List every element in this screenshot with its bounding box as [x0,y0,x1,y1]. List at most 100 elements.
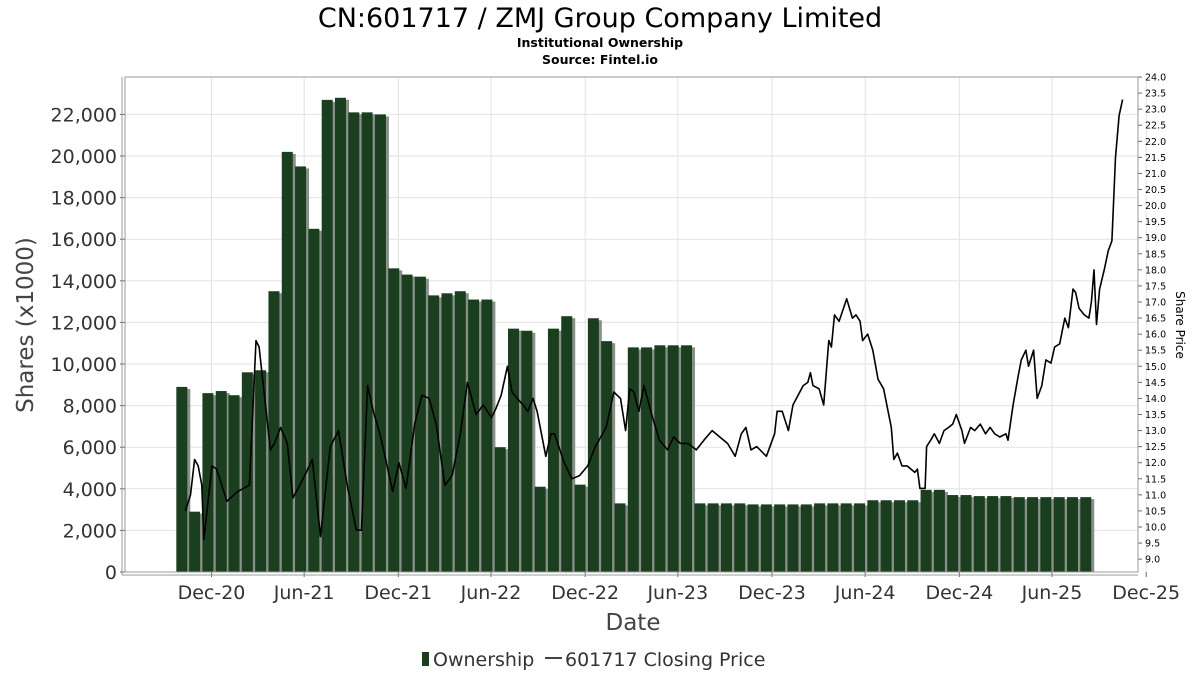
y2-tick-label: 14.0 [1145,394,1166,405]
x-axis-label: Date [606,610,661,636]
y2-tick-label: 22.5 [1145,121,1166,132]
price-line-layer [184,99,1124,541]
ownership-bar [854,503,866,572]
legend-ownership-swatch [422,652,429,666]
ownership-bar [960,495,972,572]
y-tick-label: 22,000 [51,104,117,126]
x-tick-label: Dec-20 [178,582,246,604]
y2-tick-label: 11.0 [1145,490,1166,501]
y2-tick-label: 18.0 [1145,265,1166,276]
y2-tick-label: 11.5 [1145,474,1166,485]
ownership-bar [574,484,586,572]
ownership-bar [401,274,413,572]
ownership-bar [176,386,188,572]
ownership-bar [774,504,786,572]
y-tick-label: 18,000 [51,188,117,210]
ownership-bar [747,504,759,572]
y-tick-label: 14,000 [51,271,117,293]
y2-tick-label: 20.5 [1145,185,1166,196]
y2-tick-label: 13.5 [1145,410,1166,421]
ownership-bar [334,97,346,573]
ownership-bar [494,447,506,572]
y-tick-label: 20,000 [51,146,117,168]
ownership-bar [1040,497,1052,572]
ownership-bar [348,112,360,572]
ownership-bar [627,347,639,572]
x-tick-label: Jun-21 [273,582,335,604]
y2-tick-label: 10.0 [1145,523,1166,534]
axes: 0 2,000 4,000 6,000 8,000 10,000 12,000 14,000 1… [51,73,1181,605]
y2-tick-label: 20.0 [1145,201,1166,212]
ownership-bar [268,291,280,572]
y2-tick-label: 9.0 [1145,555,1160,566]
y2-tick-label: 21.5 [1145,153,1166,164]
ownership-bar [654,345,666,572]
legend-price-label: 601717 Closing Price [565,649,765,671]
x-tick-label: Jun-25 [1021,582,1083,604]
y2-tick-label: 19.0 [1145,233,1166,244]
ownership-bar [295,166,307,572]
ownership-bar [189,511,201,572]
x-tick-label: Jun-22 [460,582,522,604]
ownership-bar [880,500,892,572]
y2-tick-label: 15.5 [1145,346,1166,357]
ownership-bar [601,341,613,572]
ownership-bar [308,228,320,572]
y-axis-label: Shares (x1000) [13,237,39,413]
ownership-bar [587,318,599,572]
ownership-bar [561,316,573,572]
chart-title: CN:601717 / ZMJ Group Company Limited [318,3,882,34]
ownership-bar [281,151,293,572]
y2-tick-label: 10.5 [1145,506,1166,517]
ownership-bar [694,503,706,572]
chart-subtitle: Institutional Ownership [517,35,683,50]
ownership-bar [987,496,999,572]
ownership-bar [614,503,626,572]
y-tick-label: 4,000 [63,479,117,501]
y2-tick-label: 19.5 [1145,217,1166,228]
y2-tick-label: 9.5 [1145,539,1160,550]
ownership-bar [468,299,480,572]
x-tick-label: Dec-25 [1112,582,1180,604]
plot-frame [124,76,1139,573]
ownership-bar [428,295,440,572]
ownership-bar [1053,497,1065,572]
y2-axis-label: Share Price [1173,291,1187,359]
ownership-bar [508,328,520,572]
ownership-bar [667,345,679,572]
y-tick-label: 12,000 [51,312,117,334]
y2-tick-label: 16.0 [1145,330,1166,341]
x-tick-label: Jun-23 [646,582,708,604]
y2-tick-label: 15.0 [1145,362,1166,373]
ownership-bar [641,347,653,572]
y-tick-label: 0 [105,562,117,584]
ownership-bar [720,503,732,572]
ownership-bar [907,500,919,572]
y2-tick-label: 14.5 [1145,378,1166,389]
y2-tick-label: 13.0 [1145,426,1166,437]
ownership-bar [814,503,826,572]
ownership-bar [840,503,852,572]
y2-tick-label: 12.0 [1145,458,1166,469]
ownership-bar [760,504,772,572]
ownership-bar [228,395,240,572]
y2-tick-label: 24.0 [1145,73,1166,84]
legend-ownership-label: Ownership [433,649,534,671]
y-tick-label: 8,000 [63,396,117,418]
ownership-bar [920,489,932,572]
price-line [184,99,1124,541]
y-tick-label: 16,000 [51,229,117,251]
ownership-bar [202,393,214,572]
y-tick-label: 10,000 [51,354,117,376]
y2-tick-label: 21.0 [1145,169,1166,180]
y2-tick-label: 18.5 [1145,249,1166,260]
x-tick-label: Dec-24 [925,582,993,604]
ownership-bar [547,328,559,572]
ownership-bar [534,486,546,572]
y-tick-label: 6,000 [63,437,117,459]
ownership-bar [374,114,386,572]
ownership-bar [800,504,812,572]
ownership-bar [255,370,267,572]
y2-tick-label: 12.5 [1145,442,1166,453]
